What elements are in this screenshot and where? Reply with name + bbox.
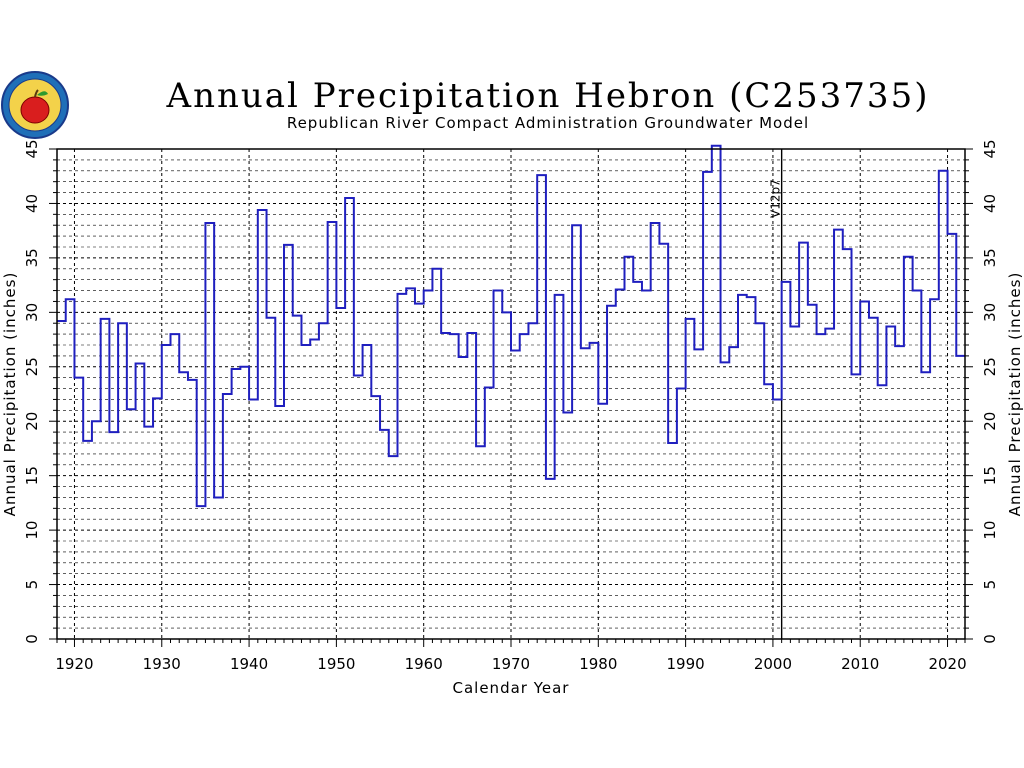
y-tick-label-right: 20 bbox=[981, 412, 999, 431]
marker-label: V12p7 bbox=[769, 179, 783, 218]
y-tick-label-left: 0 bbox=[23, 634, 41, 644]
chart-title: Annual Precipitation Hebron (C253735) bbox=[166, 76, 930, 116]
y-tick-label-left: 20 bbox=[23, 412, 41, 431]
x-tick-label: 2000 bbox=[754, 655, 792, 673]
y-axis-ticks-left: 0 5 10 15 20 25 30 35 40 45 bbox=[23, 139, 57, 644]
y-tick-label-right: 0 bbox=[981, 634, 999, 644]
y-axis-label-right: Annual Precipitation (inches) bbox=[1006, 272, 1024, 517]
y-tick-label-right: 40 bbox=[981, 194, 999, 213]
apple-icon bbox=[20, 89, 50, 124]
y-tick-label-right: 15 bbox=[981, 466, 999, 485]
y-tick-label-left: 45 bbox=[23, 139, 41, 158]
y-axis-ticks-right: 0 5 10 15 20 25 30 35 40 45 bbox=[965, 139, 999, 644]
y-tick-label-right: 35 bbox=[981, 248, 999, 267]
y-tick-label-left: 40 bbox=[23, 194, 41, 213]
y-tick-label-left: 15 bbox=[23, 466, 41, 485]
x-tick-label: 2020 bbox=[928, 655, 966, 673]
precipitation-series bbox=[57, 144, 965, 508]
grid-lines bbox=[57, 148, 965, 640]
x-tick-label: 1940 bbox=[230, 655, 268, 673]
x-tick-label: 1920 bbox=[55, 655, 93, 673]
y-tick-label-right: 10 bbox=[981, 521, 999, 540]
x-tick-label: 2010 bbox=[841, 655, 879, 673]
chart-subtitle: Republican River Compact Administration … bbox=[287, 114, 809, 132]
series-line bbox=[57, 144, 965, 508]
y-tick-label-left: 10 bbox=[23, 521, 41, 540]
x-tick-label: 1970 bbox=[492, 655, 530, 673]
y-axis-label-left: Annual Precipitation (inches) bbox=[1, 272, 19, 517]
y-tick-label-left: 5 bbox=[23, 580, 41, 590]
y-tick-label-left: 35 bbox=[23, 248, 41, 267]
state-seal-logo bbox=[1, 71, 69, 139]
x-tick-label: 1930 bbox=[143, 655, 181, 673]
y-tick-label-right: 30 bbox=[981, 303, 999, 322]
x-tick-label: 1960 bbox=[405, 655, 443, 673]
x-axis-ticks: 1920 1930 1940 1950 1960 1970 1980 1990 2000 2010… bbox=[55, 639, 967, 673]
y-tick-label-right: 25 bbox=[981, 357, 999, 376]
x-tick-label: 1950 bbox=[317, 655, 355, 673]
y-tick-label-left: 30 bbox=[23, 303, 41, 322]
model-version-marker: V12p7 bbox=[769, 149, 783, 639]
y-tick-label-left: 25 bbox=[23, 357, 41, 376]
x-tick-label: 1980 bbox=[579, 655, 617, 673]
x-axis-label: Calendar Year bbox=[453, 679, 570, 697]
x-tick-label: 1990 bbox=[667, 655, 705, 673]
y-tick-label-right: 5 bbox=[981, 580, 999, 590]
y-tick-label-right: 45 bbox=[981, 139, 999, 158]
